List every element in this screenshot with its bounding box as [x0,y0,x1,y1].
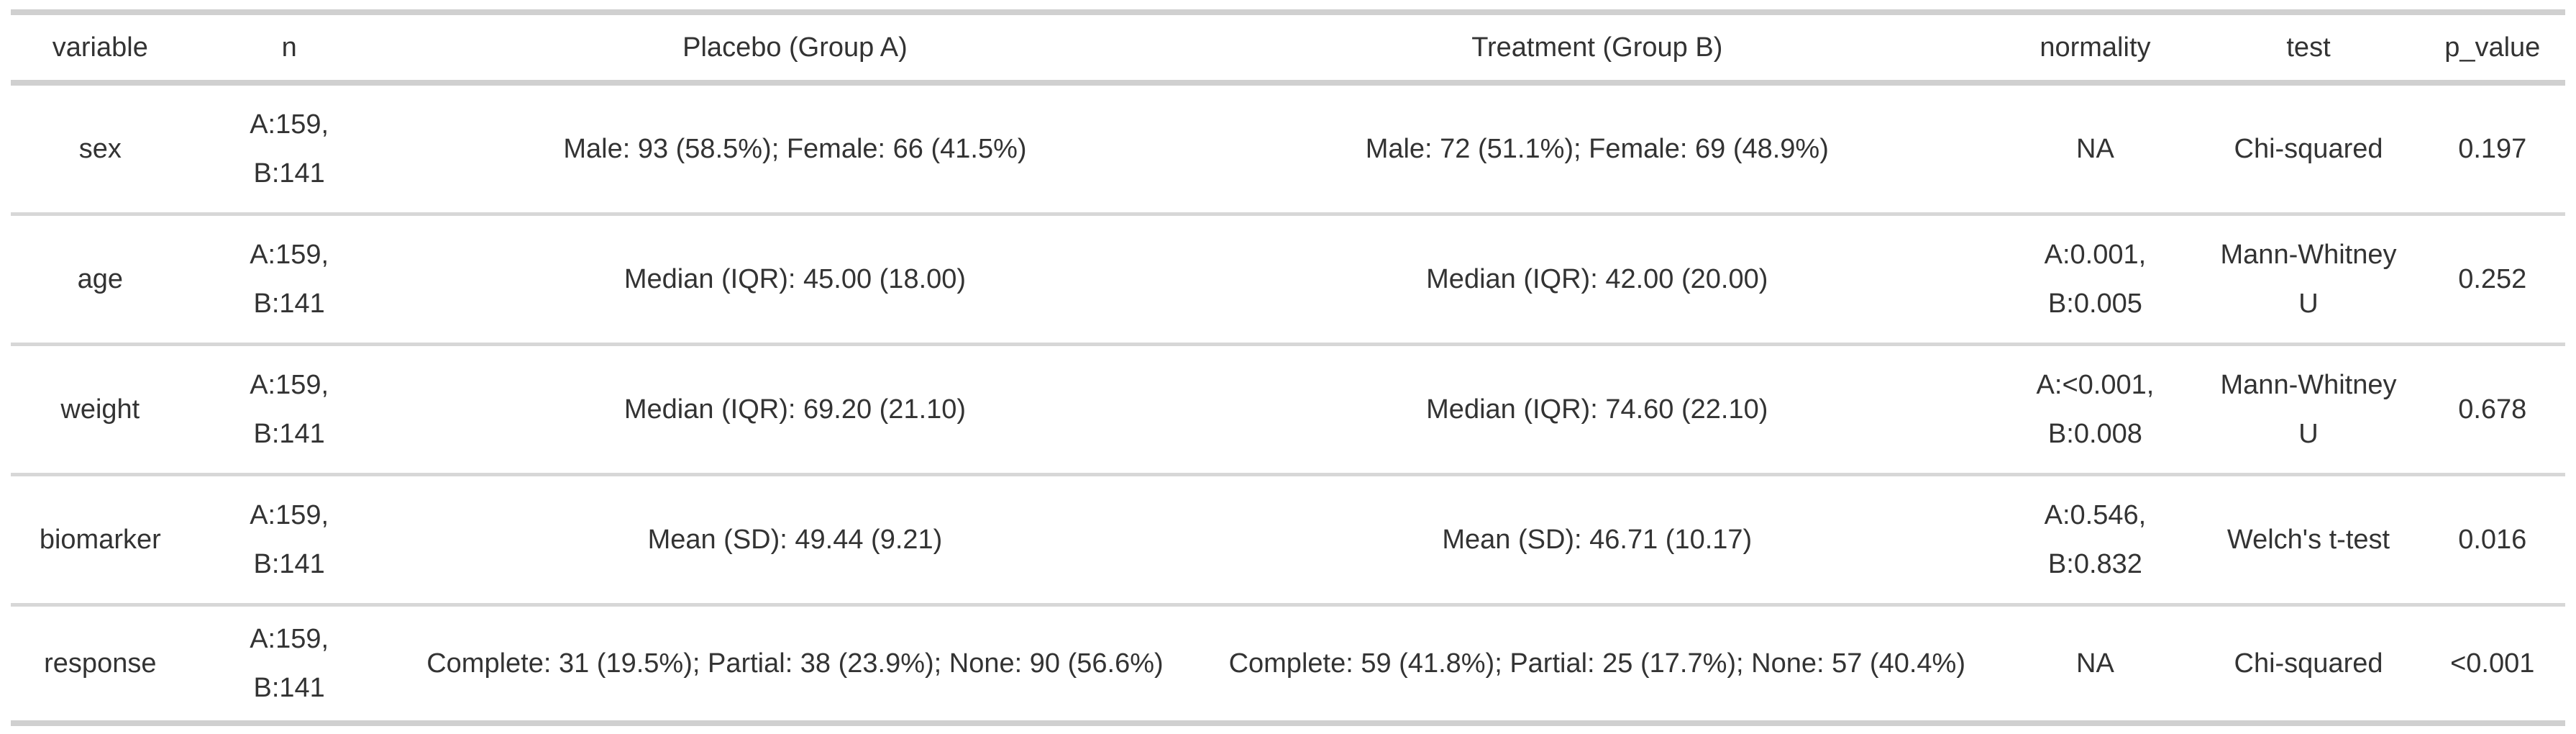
column-header-treatment: Treatment (Group B) [1201,12,1993,86]
table-row-age: age A:159, B:141 Median (IQR): 45.00 (18… [11,212,2565,345]
header-row: variable n Placebo (Group A) Treatment (… [11,12,2565,86]
column-header-placebo: Placebo (Group A) [388,12,1202,86]
cell-placebo: Median (IQR): 69.20 (21.10) [388,343,1202,475]
cell-treatment: Median (IQR): 74.60 (22.10) [1201,343,1993,475]
cell-n: A:159, B:141 [189,473,389,605]
cell-p-value: 0.252 [2419,212,2565,345]
cell-n: A:159, B:141 [189,212,389,345]
cell-normality: NA [1993,603,2198,723]
table-row-sex: sex A:159, B:141 Male: 93 (58.5%); Femal… [11,83,2565,214]
column-header-test: test [2197,12,2420,86]
group-comparison-table: variable n Placebo (Group A) Treatment (… [11,9,2565,726]
table-row-weight: weight A:159, B:141 Median (IQR): 69.20 … [11,343,2565,475]
cell-placebo: Mean (SD): 49.44 (9.21) [388,473,1202,605]
cell-p-value: 0.678 [2419,343,2565,475]
cell-variable: sex [78,134,122,164]
cell-test: Chi-squared [2234,134,2383,164]
cell-test: Welch's t-test [2197,473,2420,605]
cell-normality: NA [2076,134,2114,164]
cell-treatment: Complete: 59 (41.8%); Partial: 25 (17.7%… [1201,603,1993,723]
column-header-n: n [189,12,389,86]
cell-p-value: 0.197 [2458,134,2527,164]
cell-variable: biomarker [11,473,190,605]
cell-normality: A:0.001, B:0.005 [1993,212,2198,345]
cell-treatment: Median (IQR): 42.00 (20.00) [1201,212,1993,345]
cell-variable: response [11,603,190,723]
cell-n: A:159, B:141 [250,109,329,189]
cell-normality: A:<0.001, B:0.008 [1993,343,2198,475]
cell-test: Mann-Whitney U [2197,343,2420,475]
cell-placebo: Complete: 31 (19.5%); Partial: 38 (23.9%… [388,603,1202,723]
cell-treatment: Mean (SD): 46.71 (10.17) [1201,473,1993,605]
cell-placebo: Male: 93 (58.5%); Female: 66 (41.5%) [563,134,1027,164]
cell-placebo: Median (IQR): 45.00 (18.00) [388,212,1202,345]
cell-treatment: Male: 72 (51.1%); Female: 69 (48.9%) [1365,134,1829,164]
cell-normality: A:0.546, B:0.832 [1993,473,2198,605]
column-header-variable: variable [11,12,190,86]
table-row-response: response A:159, B:141 Complete: 31 (19.5… [11,603,2565,723]
cell-variable: weight [11,343,190,475]
cell-variable: age [11,212,190,345]
cell-test: Mann-Whitney U [2197,212,2420,345]
column-header-p-value: p_value [2419,12,2565,86]
table-row-biomarker: biomarker A:159, B:141 Mean (SD): 49.44 … [11,473,2565,605]
cell-p-value: 0.016 [2419,473,2565,605]
cell-test: Chi-squared [2197,603,2420,723]
cell-n: A:159, B:141 [189,343,389,475]
column-header-normality: normality [1993,12,2198,86]
cell-n: A:159, B:141 [189,603,389,723]
cell-p-value: <0.001 [2419,603,2565,723]
